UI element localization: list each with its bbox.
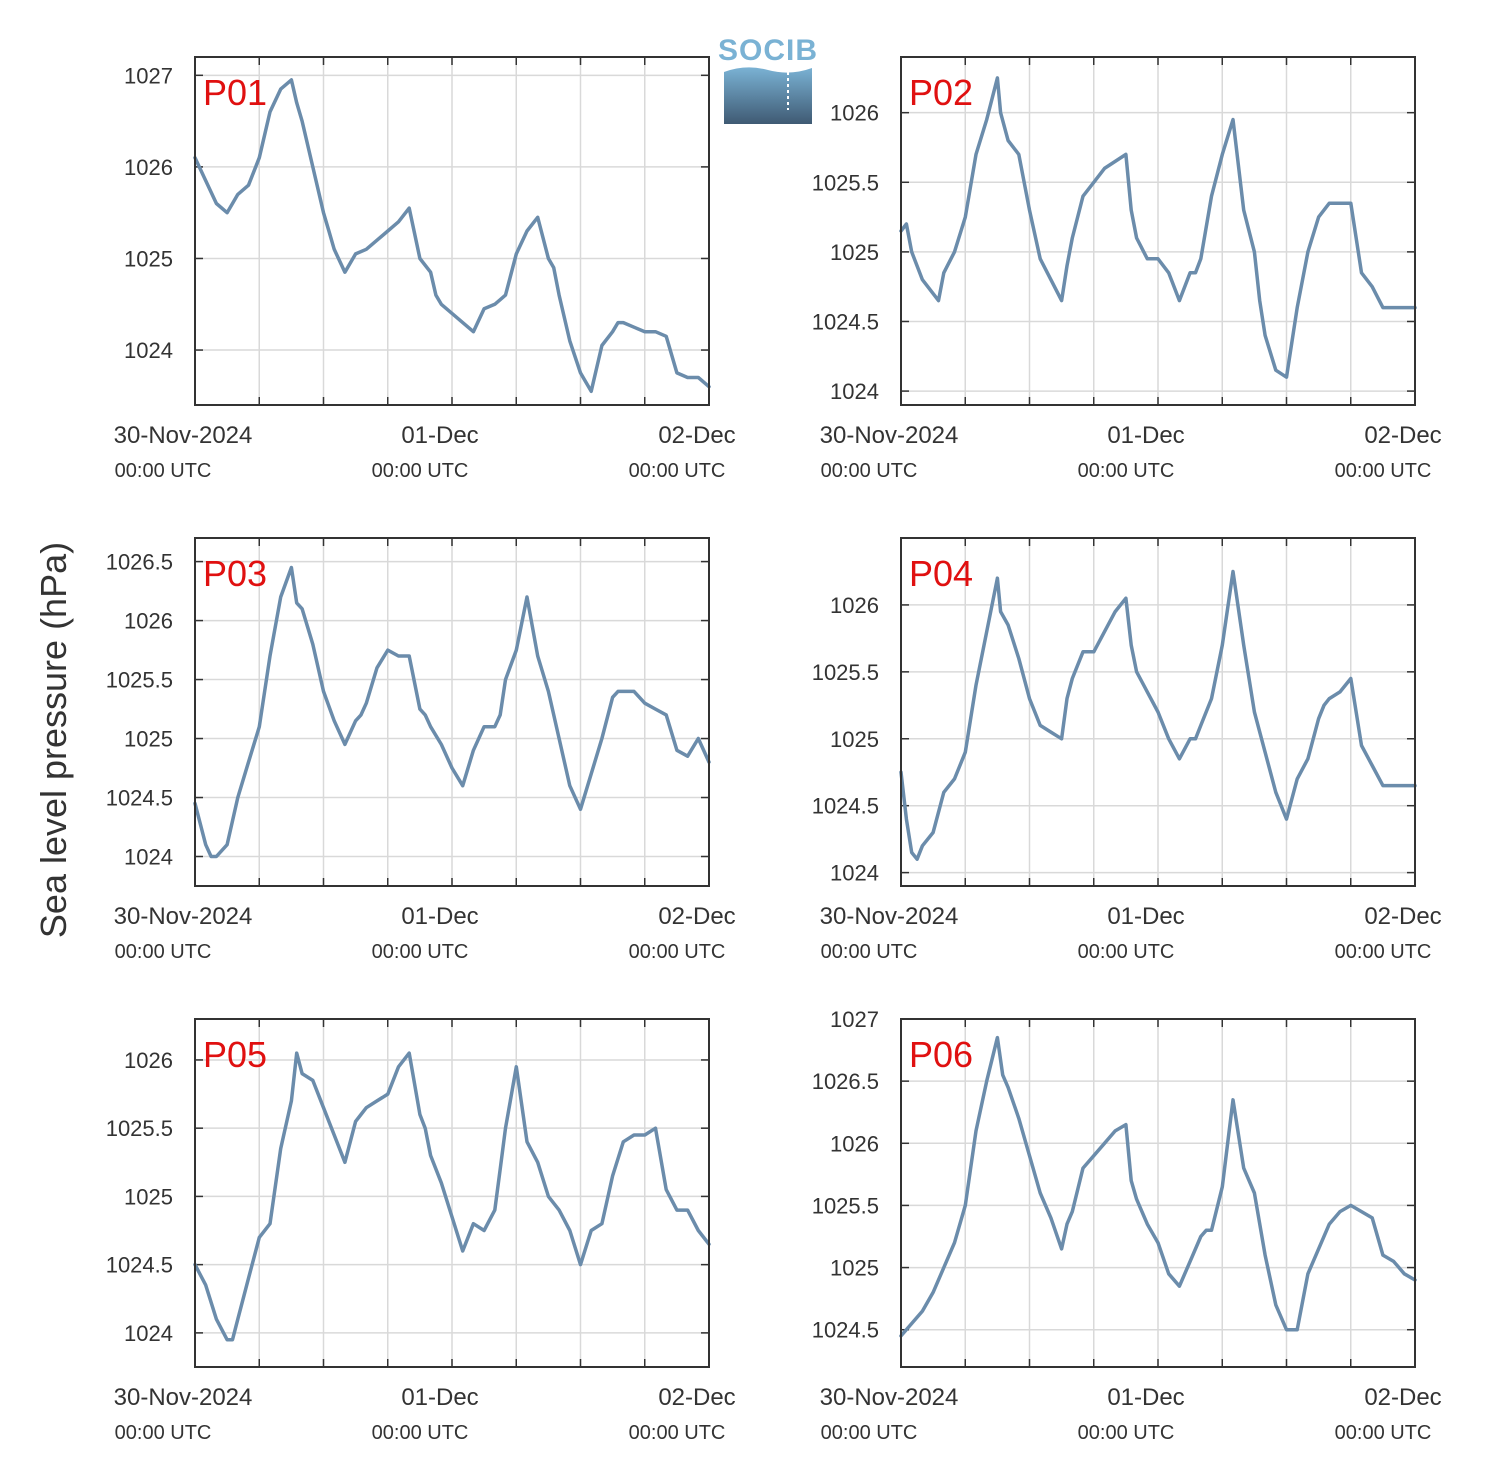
x-tick-sublabel: 00:00 UTC (372, 1422, 469, 1444)
y-tick-label: 1024 (124, 845, 173, 870)
x-tick-sublabel: 00:00 UTC (372, 460, 469, 482)
x-tick-label: 02-Dec (1364, 903, 1441, 930)
y-tick-label: 1025 (124, 1184, 173, 1209)
x-tick-sublabel: 00:00 UTC (1078, 1422, 1175, 1444)
y-tick-label: 1025 (124, 246, 173, 271)
y-tick-label: 1026 (124, 1048, 173, 1073)
panel-p03: 1024 1024.5 1025 1025.5 1026 1026.5 P03 30-Nov-… (106, 537, 736, 963)
y-tick-label: 1025 (830, 1256, 879, 1281)
panel-label: P05 (203, 1034, 267, 1075)
x-tick-label: 30-Nov-2024 (114, 903, 253, 930)
plot-frame (900, 56, 1416, 406)
plot-frame (194, 56, 710, 406)
x-tick-sublabel: 00:00 UTC (115, 460, 212, 482)
y-tick-label: 1025.5 (106, 1116, 173, 1141)
x-tick-label: 01-Dec (401, 1384, 478, 1411)
y-tick-label: 1026.5 (812, 1069, 879, 1094)
x-tick-label: 02-Dec (1364, 422, 1441, 449)
socib-logo-text: SOCIB (718, 34, 818, 67)
x-tick-sublabel: 00:00 UTC (629, 460, 726, 482)
y-tick-label: 1025.5 (812, 660, 879, 685)
y-tick-label: 1024 (830, 379, 879, 404)
x-tick-label: 02-Dec (658, 1384, 735, 1411)
series-line-p06 (899, 1035, 1417, 1338)
y-tick-label: 1025 (830, 240, 879, 265)
plot-frame (194, 1018, 710, 1368)
panel-label: P04 (909, 553, 973, 594)
panel-p04: 1024 1024.5 1025 1025.5 1026 P04 30-Nov-2024 00… (812, 537, 1442, 963)
series-line-p01 (193, 78, 711, 394)
x-tick-sublabel: 00:00 UTC (115, 1422, 212, 1444)
y-tick-label: 1024 (124, 338, 173, 363)
x-tick-sublabel: 00:00 UTC (629, 941, 726, 963)
x-tick-label: 30-Nov-2024 (820, 903, 959, 930)
x-tick-sublabel: 00:00 UTC (115, 941, 212, 963)
x-tick-sublabel: 00:00 UTC (1078, 941, 1175, 963)
y-tick-label: 1024 (830, 861, 879, 886)
series-line-p02 (899, 76, 1417, 379)
x-tick-sublabel: 00:00 UTC (821, 1422, 918, 1444)
x-tick-label: 02-Dec (1364, 1384, 1441, 1411)
x-tick-label: 30-Nov-2024 (820, 422, 959, 449)
panel-p05: 1024 1024.5 1025 1025.5 1026 P05 30-Nov-2024 00… (106, 1018, 736, 1444)
x-tick-label: 02-Dec (658, 903, 735, 930)
x-tick-sublabel: 00:00 UTC (629, 1422, 726, 1444)
y-tick-label: 1024.5 (812, 794, 879, 819)
x-tick-sublabel: 00:00 UTC (1078, 460, 1175, 482)
panel-p01: 1024 1025 1026 1027 P01 30-Nov-2024 00:00 UTC 0… (114, 56, 736, 482)
panel-label: P06 (909, 1034, 973, 1075)
x-tick-sublabel: 00:00 UTC (372, 941, 469, 963)
y-tick-label: 1026 (830, 1131, 879, 1156)
y-tick-label: 1026.5 (106, 550, 173, 575)
y-tick-label: 1024.5 (812, 309, 879, 334)
y-tick-label: 1027 (124, 63, 173, 88)
x-tick-label: 30-Nov-2024 (114, 422, 253, 449)
plot-frame (900, 1018, 1416, 1368)
series-line-p05 (193, 1051, 711, 1342)
panels: 1024 1025 1026 1027 P01 30-Nov-2024 00:00 UTC 0… (106, 56, 1442, 1444)
x-tick-sublabel: 00:00 UTC (1335, 460, 1432, 482)
x-tick-sublabel: 00:00 UTC (821, 941, 918, 963)
y-tick-label: 1024.5 (812, 1318, 879, 1343)
x-tick-sublabel: 00:00 UTC (1335, 941, 1432, 963)
x-tick-sublabel: 00:00 UTC (821, 460, 918, 482)
x-tick-label: 30-Nov-2024 (820, 1384, 959, 1411)
panel-p02: 1024 1024.5 1025 1025.5 1026 P02 30-Nov-2024 00… (812, 56, 1442, 482)
y-tick-label: 1024.5 (106, 786, 173, 811)
plot-frame (900, 537, 1416, 887)
y-tick-label: 1027 (830, 1007, 879, 1032)
y-tick-label: 1024 (124, 1321, 173, 1346)
y-tick-label: 1025.5 (812, 170, 879, 195)
x-tick-label: 01-Dec (401, 903, 478, 930)
x-tick-label: 30-Nov-2024 (114, 1384, 253, 1411)
panel-p06: 1024.5 1025 1025.5 1026 1026.5 1027 P06 30-Nov-… (812, 1007, 1442, 1444)
socib-logo: SOCIB (718, 34, 818, 124)
y-tick-label: 1025.5 (812, 1193, 879, 1218)
x-tick-label: 01-Dec (401, 422, 478, 449)
y-axis-label: Sea level pressure (hPa) (33, 542, 74, 938)
y-tick-label: 1024.5 (106, 1253, 173, 1278)
y-tick-label: 1026 (830, 101, 879, 126)
x-tick-sublabel: 00:00 UTC (1335, 1422, 1432, 1444)
series-line-p03 (193, 565, 711, 859)
y-tick-label: 1026 (124, 609, 173, 634)
x-tick-label: 01-Dec (1107, 1384, 1184, 1411)
y-tick-label: 1025 (124, 727, 173, 752)
series-line-p04 (899, 569, 1417, 861)
x-tick-label: 01-Dec (1107, 903, 1184, 930)
socib-logo-wave (724, 67, 812, 124)
y-tick-label: 1026 (830, 593, 879, 618)
plot-frame (194, 537, 710, 887)
x-tick-label: 02-Dec (658, 422, 735, 449)
y-tick-label: 1025 (830, 727, 879, 752)
y-tick-label: 1025.5 (106, 668, 173, 693)
panel-label: P03 (203, 553, 267, 594)
x-tick-label: 01-Dec (1107, 422, 1184, 449)
y-tick-label: 1026 (124, 155, 173, 180)
panel-label: P02 (909, 72, 973, 113)
panel-label: P01 (203, 72, 267, 113)
